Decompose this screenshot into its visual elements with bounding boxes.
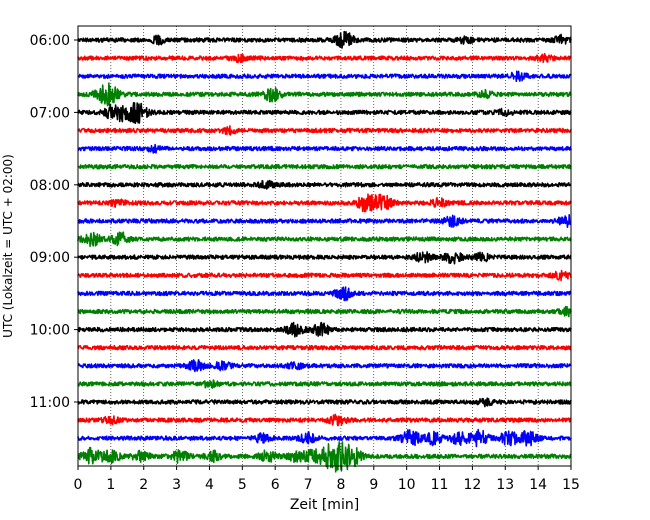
trace-row-0645 xyxy=(77,82,572,107)
trace-row-0915 xyxy=(77,269,572,282)
y-tick-label: 09:00 xyxy=(30,250,70,266)
trace-row-0700 xyxy=(77,102,572,124)
x-tick-label: 3 xyxy=(172,477,181,493)
y-tick-label: 10:00 xyxy=(30,323,70,339)
y-tick-label: 06:00 xyxy=(30,33,70,49)
trace-row-0745 xyxy=(77,163,572,170)
y-axis-label: UTC (Lokalzeit = UTC + 02:00) xyxy=(1,154,15,338)
trace-row-0730 xyxy=(77,143,572,154)
trace-row-1030 xyxy=(77,358,572,373)
trace-row-1015 xyxy=(77,344,572,351)
x-tick-label: 2 xyxy=(139,477,148,493)
x-tick-label: 9 xyxy=(369,477,378,493)
trace-row-0845 xyxy=(77,231,572,248)
x-tick-label: 7 xyxy=(304,477,313,493)
plot-frame xyxy=(77,25,572,467)
y-tick-label: 07:00 xyxy=(30,105,70,121)
trace-row-0715 xyxy=(77,125,572,136)
trace-row-1145 xyxy=(77,441,572,473)
x-tick-label: 13 xyxy=(496,477,514,493)
x-tick-label: 6 xyxy=(271,477,280,493)
x-tick-label: 4 xyxy=(205,477,214,493)
x-tick-label: 11 xyxy=(431,477,449,493)
trace-row-1100 xyxy=(77,397,572,408)
trace-row-0800 xyxy=(77,179,572,190)
x-tick-label: 12 xyxy=(463,477,481,493)
x-axis-ticks: 0 1 2 3 4 5 6 7 8 9 10 11 12 13 14 15 xyxy=(74,466,580,493)
x-tick-label: 5 xyxy=(238,477,247,493)
vertical-grid xyxy=(110,26,539,466)
x-tick-label: 0 xyxy=(74,477,83,493)
y-tick-label: 11:00 xyxy=(30,395,70,411)
x-axis-label: Zeit [min] xyxy=(290,497,359,513)
x-tick-label: 8 xyxy=(336,477,345,493)
trace-row-0930 xyxy=(77,286,572,302)
trace-row-0615 xyxy=(77,52,572,64)
trace-row-0900 xyxy=(77,251,572,265)
y-axis-ticks: 06:00 07:00 08:00 09:00 10:00 11:00 xyxy=(30,33,78,411)
seismic-traces xyxy=(77,30,572,473)
x-tick-label: 10 xyxy=(398,477,416,493)
trace-row-0830 xyxy=(77,214,572,228)
x-tick-label: 15 xyxy=(562,477,580,493)
trace-row-0945 xyxy=(77,305,572,318)
y-tick-label: 08:00 xyxy=(30,178,70,194)
x-tick-label: 1 xyxy=(106,477,115,493)
x-tick-label: 14 xyxy=(529,477,547,493)
trace-row-1000 xyxy=(77,321,572,338)
trace-row-1045 xyxy=(77,379,572,389)
trace-row-1115 xyxy=(77,413,572,427)
trace-row-0630 xyxy=(77,70,572,83)
trace-row-1130 xyxy=(77,428,572,448)
trace-row-0600 xyxy=(77,30,572,49)
trace-row-0815 xyxy=(77,193,572,213)
